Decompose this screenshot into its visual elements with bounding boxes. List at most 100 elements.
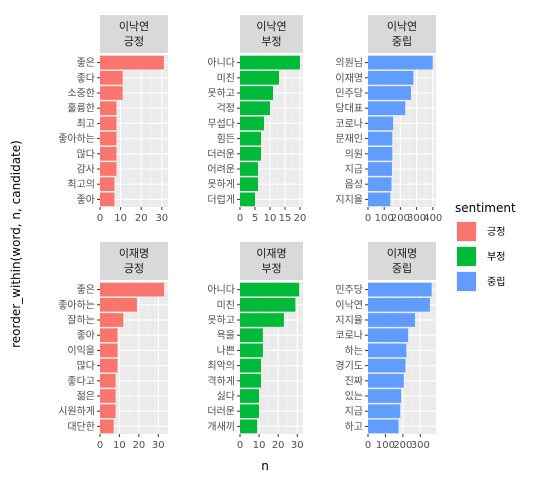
bar — [100, 177, 115, 192]
x-tick-label: 0 — [365, 213, 371, 224]
bar — [100, 101, 117, 116]
bar — [100, 389, 116, 403]
y-tick-label: 당대표 — [335, 103, 363, 115]
y-tick-label: 무섭다 — [207, 118, 235, 130]
bar — [240, 55, 300, 70]
bar — [368, 192, 391, 207]
bar — [368, 131, 393, 146]
y-tick-label: 미친 — [217, 72, 235, 84]
bar — [368, 70, 414, 85]
x-tick-label: 10 — [264, 213, 277, 224]
bar — [100, 373, 116, 388]
y-tick-label: 젊은 — [77, 391, 95, 403]
bar — [100, 70, 123, 85]
y-tick-label: 음성 — [345, 179, 363, 191]
facet-strip-candidate: 이재명 — [387, 247, 417, 260]
facet-strip-sentiment: 부정 — [261, 35, 281, 48]
bar — [368, 404, 401, 419]
bar — [100, 131, 117, 146]
y-tick-label: 미친 — [217, 299, 235, 311]
bar — [100, 116, 117, 131]
y-tick-label: 좋아하는 — [58, 298, 95, 311]
y-tick-label: 하는 — [345, 344, 363, 357]
y-tick-label: 의원 — [345, 148, 363, 160]
y-tick-label: 지금 — [345, 164, 363, 176]
legend-swatch — [457, 272, 476, 291]
bar — [100, 297, 137, 312]
y-tick-label: 좋아 — [77, 194, 95, 206]
legend-label: 긍정 — [487, 226, 505, 238]
x-tick-label: 400 — [423, 213, 442, 224]
bar — [100, 419, 114, 434]
y-tick-label: 못하고 — [207, 314, 235, 327]
x-tick-label: 30 — [291, 440, 304, 451]
x-axis-title: n — [261, 459, 269, 473]
x-tick-label: 10 — [253, 440, 266, 451]
facet-strip-sentiment: 긍정 — [124, 35, 144, 48]
bar — [240, 86, 273, 100]
y-tick-label: 개새끼 — [207, 421, 235, 433]
y-tick-label: 코로나 — [335, 330, 363, 342]
y-tick-label: 지금 — [345, 406, 363, 418]
x-tick-label: 30 — [155, 213, 168, 224]
bar — [240, 146, 261, 161]
bar — [368, 55, 433, 70]
x-tick-label: 0 — [97, 440, 103, 451]
y-axis-title: reorder_within(word, n, candidate) — [9, 140, 23, 348]
y-tick-label: 욕을 — [217, 330, 235, 342]
y-tick-label: 못하게 — [207, 178, 235, 191]
bar — [100, 358, 118, 373]
x-tick-label: 20 — [272, 440, 285, 451]
facet-strip-sentiment: 중립 — [392, 35, 412, 48]
bar — [240, 192, 255, 207]
facet-strip-candidate: 이재명 — [256, 247, 286, 260]
bar — [240, 131, 261, 146]
bar — [100, 192, 115, 207]
y-tick-label: 싫다 — [217, 391, 235, 403]
x-tick-label: 10 — [114, 213, 127, 224]
y-tick-label: 좋은 — [77, 57, 95, 69]
y-tick-label: 문재인 — [335, 133, 363, 145]
y-tick-label: 훌륭한 — [67, 102, 95, 115]
bar — [240, 419, 258, 434]
bar — [240, 282, 300, 297]
y-tick-label: 코로나 — [335, 118, 363, 130]
y-tick-label: 감사 — [77, 164, 95, 176]
bar — [368, 389, 402, 403]
y-tick-label: 더럽게 — [207, 194, 235, 206]
bar — [240, 404, 260, 419]
facet-strip-candidate: 이낙연 — [256, 20, 286, 33]
x-tick-label: 300 — [411, 440, 430, 451]
bar — [240, 313, 284, 327]
x-tick-label: 100 — [375, 213, 394, 224]
bar — [368, 358, 406, 373]
facet-strip — [100, 242, 168, 280]
legend-swatch — [457, 222, 476, 241]
bar — [240, 358, 261, 373]
bar — [240, 162, 258, 176]
y-tick-label: 좋아 — [77, 330, 95, 342]
y-tick-label: 지지율 — [335, 194, 363, 206]
facet-strip-sentiment: 부정 — [261, 262, 281, 275]
x-tick-label: 100 — [376, 440, 395, 451]
bar — [100, 146, 117, 161]
bar — [368, 116, 394, 131]
y-tick-label: 이익을 — [67, 345, 95, 357]
y-tick-label: 나쁜 — [217, 345, 235, 357]
bar — [368, 282, 432, 297]
facet-strip-sentiment: 중립 — [392, 262, 412, 275]
bar — [368, 373, 404, 388]
facet-strip-candidate: 이낙연 — [119, 20, 149, 33]
bar — [240, 70, 279, 85]
y-tick-label: 경기도 — [335, 359, 363, 372]
y-tick-label: 민주당 — [335, 284, 363, 296]
bar — [240, 373, 261, 388]
y-tick-label: 소중한 — [67, 88, 95, 100]
y-tick-label: 못하고 — [207, 87, 235, 100]
y-tick-label: 의원님 — [335, 57, 363, 69]
bar — [100, 86, 123, 100]
y-tick-label: 더러운 — [207, 148, 235, 160]
